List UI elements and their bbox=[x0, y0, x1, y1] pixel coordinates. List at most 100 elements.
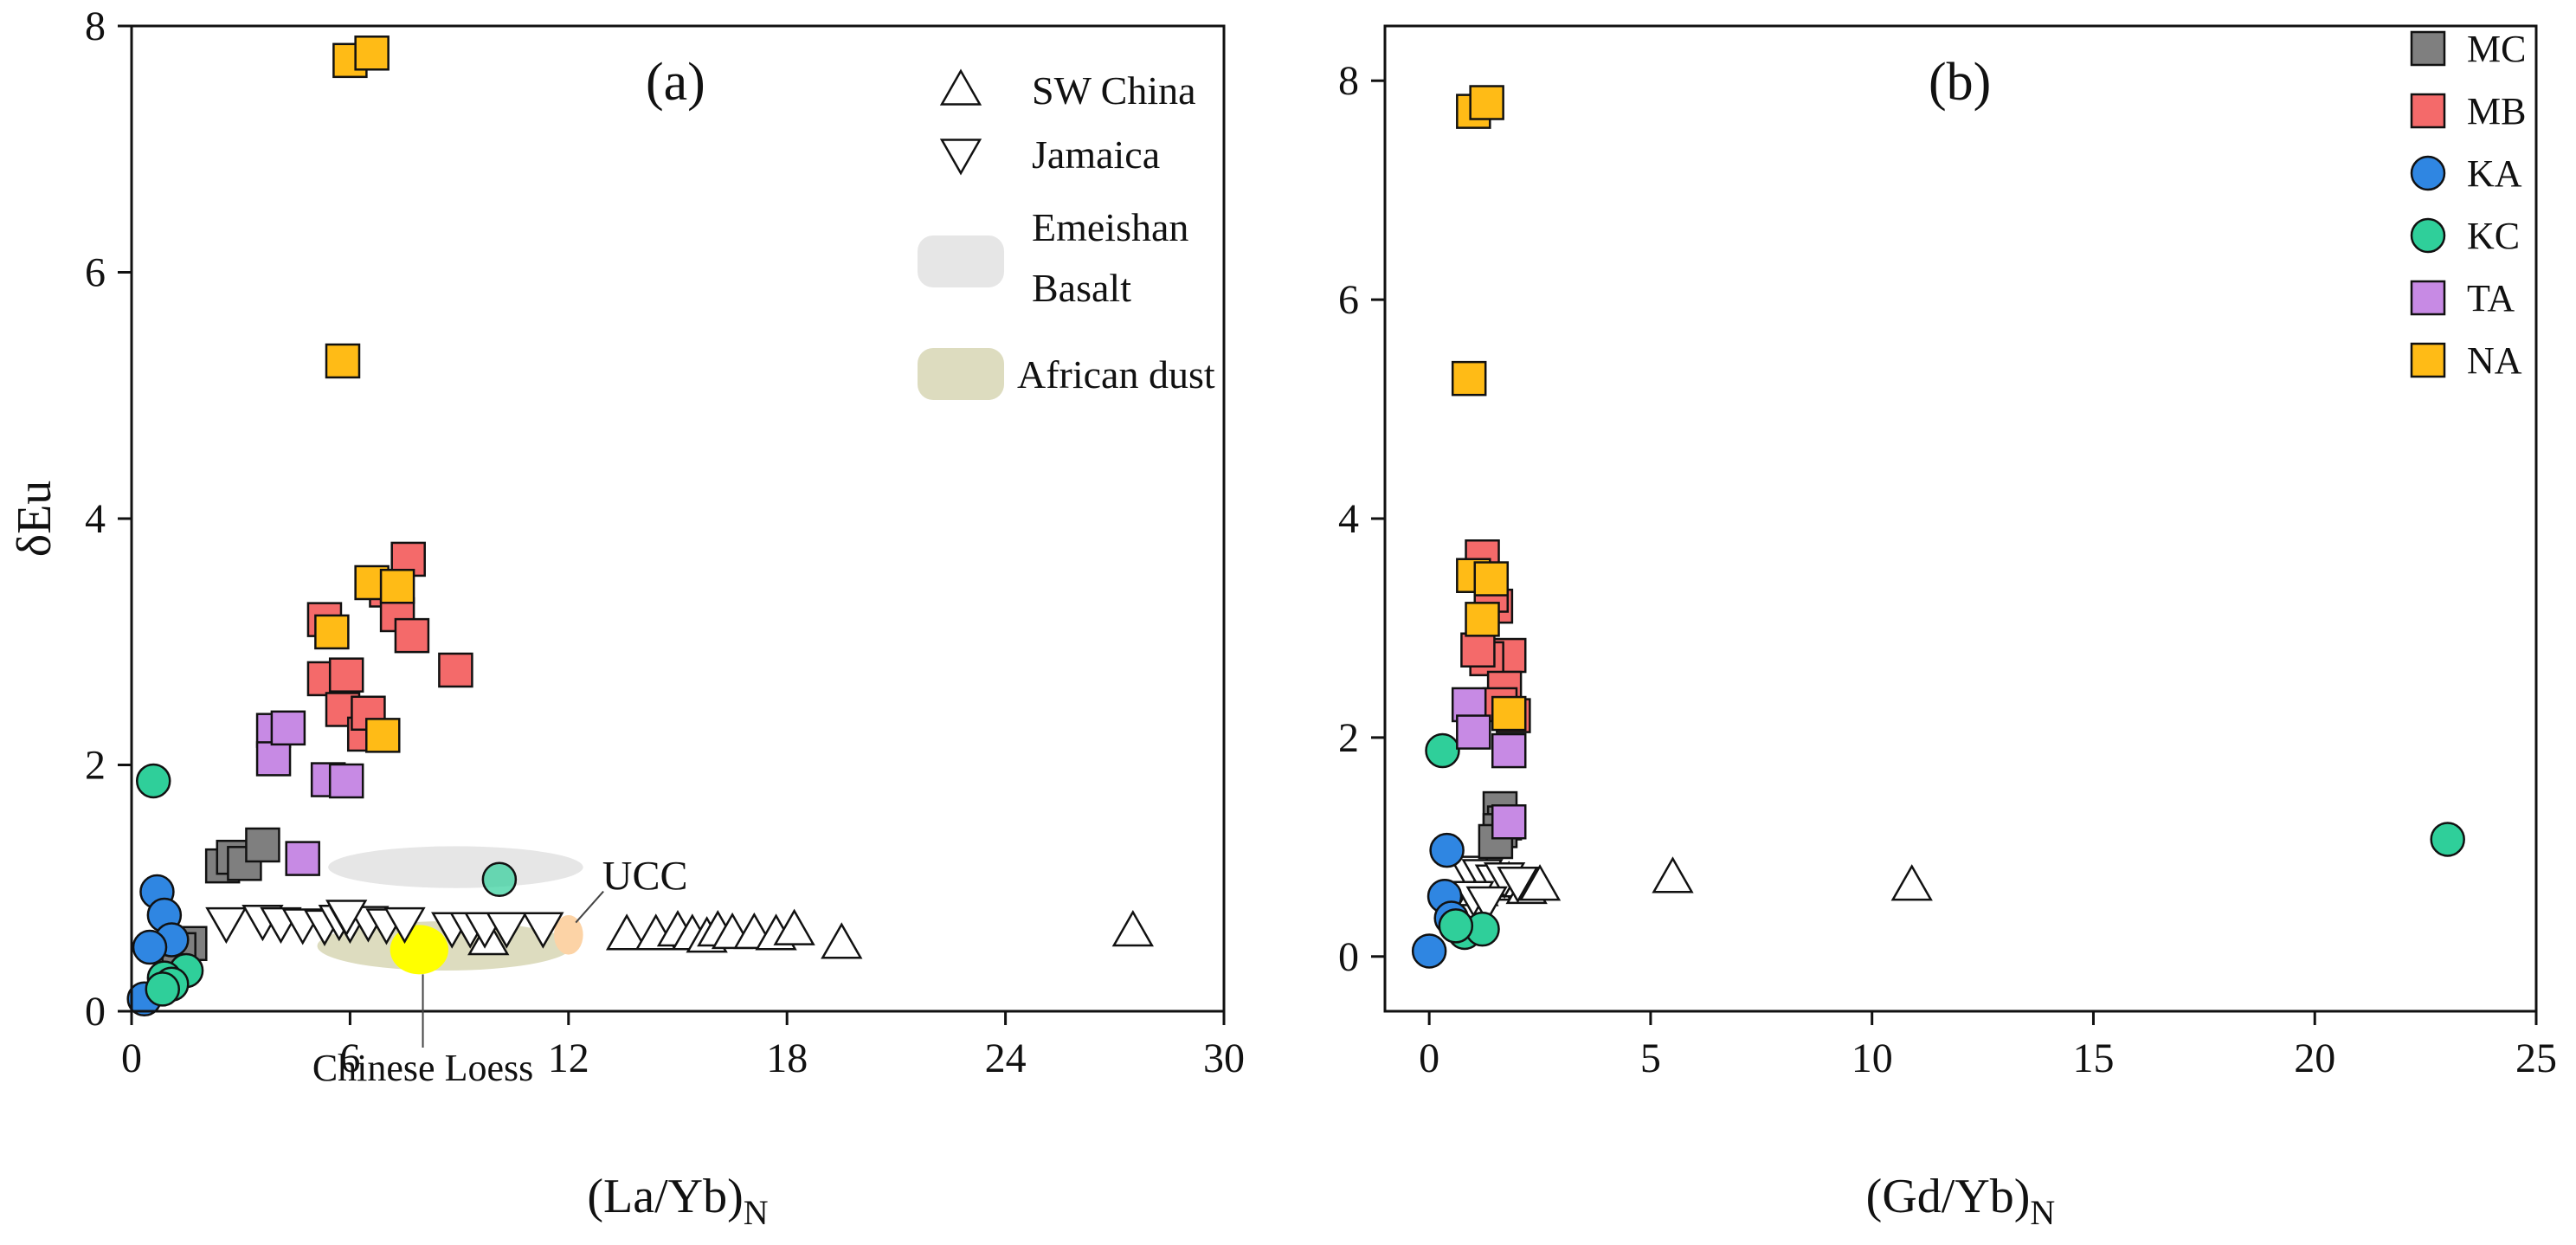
panel-b-point-ta bbox=[1456, 714, 1491, 750]
legend-label: Jamaica bbox=[1032, 132, 1160, 177]
annotation-chinese-loess: Chinese Loess bbox=[312, 1047, 533, 1089]
panel-b-axes: 0 5 10 15 20 25 0 2 4 6 8 bbox=[1338, 58, 2557, 1081]
panel-b-x-axis-label: (Gd/Yb)N bbox=[1866, 1170, 2056, 1232]
legend-marker-ka bbox=[2410, 155, 2446, 191]
panel-b-x-tick-label: 25 bbox=[2515, 1035, 2557, 1081]
annotation-leader-ucc bbox=[575, 890, 604, 924]
panel-a-point-sw-china bbox=[773, 908, 815, 945]
legend-marker-jamaica bbox=[939, 139, 982, 176]
panel-a-point-ta bbox=[328, 763, 364, 799]
panel-a-y-tick-label: 8 bbox=[85, 3, 106, 49]
legend-label: African dust bbox=[1017, 352, 1215, 397]
panel-b-point-sw-china bbox=[1890, 864, 1933, 901]
legend-marker-kc bbox=[2410, 217, 2446, 254]
panel-a-x-tick-label: 24 bbox=[985, 1035, 1027, 1081]
panel-b-y-tick-label: 0 bbox=[1338, 934, 1359, 980]
legend-marker-ta bbox=[2410, 280, 2446, 316]
panel-b-x-tick-label: 20 bbox=[2294, 1035, 2335, 1081]
panel-a-point-na bbox=[379, 568, 415, 604]
panel-b-x-axis-label-main: (Gd/Yb) bbox=[1866, 1170, 2031, 1223]
legend-label: Emeishan bbox=[1032, 205, 1188, 249]
panel-b-point-sw-china bbox=[1518, 864, 1562, 901]
panel-a-point-mc bbox=[245, 827, 280, 863]
legend-label: NA bbox=[2467, 339, 2522, 382]
legend-label-line2: Basalt bbox=[1032, 266, 1131, 310]
legend-swatch-african-dust bbox=[918, 348, 1004, 400]
panel-b-x-tick-label: 10 bbox=[1852, 1035, 1893, 1081]
panel-b-point-jamaica bbox=[1497, 867, 1539, 904]
panel-a-point-kc bbox=[481, 861, 518, 898]
legend-marker-mc bbox=[2410, 30, 2446, 67]
panel-a-label: (a) bbox=[646, 53, 705, 112]
panel-a-x-tick-label: 0 bbox=[121, 1035, 142, 1081]
legend-swatch-emeishan bbox=[918, 235, 1004, 287]
panel-a-point-ta bbox=[285, 841, 320, 876]
panel-b-point-kc bbox=[1425, 732, 1460, 769]
panel-b-y-tick-label: 6 bbox=[1338, 277, 1359, 323]
panel-a-point-na bbox=[314, 614, 350, 650]
panel-a-point-sw-china bbox=[821, 922, 863, 959]
legend-marker-sw-china bbox=[939, 68, 982, 106]
panel-b-point-na bbox=[1465, 602, 1500, 637]
panel-b-label: (b) bbox=[1929, 53, 1991, 112]
panel-a-y-tick-label: 0 bbox=[85, 989, 106, 1035]
legend-marker-mb bbox=[2410, 93, 2446, 129]
panel-b-point-ka bbox=[1411, 933, 1447, 969]
panel-a-point-na bbox=[365, 718, 401, 753]
legend-marker-na bbox=[2410, 342, 2446, 378]
panel-a-y-tick-label: 6 bbox=[85, 250, 106, 296]
panel-a-point-ta bbox=[270, 710, 306, 746]
panel-a-region-emeishan-basalt bbox=[328, 846, 583, 888]
panel-a-point-mb bbox=[438, 652, 473, 688]
panel-a-region-ucc bbox=[553, 915, 583, 955]
panel-a-point-na bbox=[325, 343, 361, 379]
panel-b-plot-frame bbox=[1383, 24, 2538, 1013]
panel-b-point-na bbox=[1451, 360, 1487, 397]
panel-b-point-ta bbox=[1491, 804, 1527, 840]
legend-label: TA bbox=[2467, 277, 2515, 319]
panel-b-point-jamaica bbox=[1465, 886, 1508, 924]
panel-b: 0 5 10 15 20 25 0 2 4 6 8 (b) (Gd/Yb)N MC MB KA KC TA N… bbox=[1338, 24, 2557, 1232]
panel-b-point-kc bbox=[1438, 908, 1474, 944]
panel-b-y-tick-label: 2 bbox=[1338, 715, 1359, 761]
panel-a-annotations: UCC Chinese Loess bbox=[312, 854, 688, 1089]
panel-a-point-sw-china bbox=[605, 913, 648, 951]
panel-b-point-na bbox=[1469, 85, 1504, 120]
panel-a-point-jamaica bbox=[522, 912, 564, 949]
panel-b-x-tick-label: 5 bbox=[1640, 1035, 1661, 1081]
panel-a-point-jamaica bbox=[383, 906, 426, 945]
panel-a-point-na bbox=[354, 35, 390, 71]
panel-a-points bbox=[126, 35, 1154, 1017]
panel-a-point-jamaica bbox=[325, 900, 368, 937]
legend-label: KC bbox=[2467, 215, 2520, 257]
panel-a-point-ka bbox=[132, 929, 168, 965]
panel-a-x-tick-label: 30 bbox=[1203, 1035, 1245, 1081]
panel-a-legend: SW China Jamaica Emeishan Basalt African dus… bbox=[918, 68, 1215, 400]
legend-label: KA bbox=[2467, 152, 2522, 195]
panel-b-x-tick-label: 0 bbox=[1419, 1035, 1439, 1081]
panel-b-y-tick-label: 4 bbox=[1338, 496, 1359, 542]
panel-b-point-kc bbox=[2430, 822, 2465, 857]
panel-b-point-ka bbox=[1429, 832, 1465, 868]
panel-a-point-ta bbox=[255, 741, 292, 777]
panel-b-point-sw-china bbox=[1652, 856, 1694, 893]
panel-b-point-ta bbox=[1491, 732, 1527, 769]
panel-a-x-tick-label: 12 bbox=[548, 1035, 589, 1081]
panel-a-x-tick-label: 6 bbox=[339, 1035, 360, 1081]
panel-a-x-axis-label: (La/Yb)N bbox=[587, 1170, 768, 1232]
panel-b-point-na bbox=[1473, 561, 1510, 597]
panel-a-point-kc bbox=[135, 763, 171, 799]
legend-label: SW China bbox=[1032, 68, 1196, 113]
panel-a-point-sw-china bbox=[1111, 910, 1154, 947]
panel-a-point-mb bbox=[394, 617, 430, 654]
panel-a-x-tick-label: 18 bbox=[766, 1035, 808, 1081]
panel-a-y-tick-label: 4 bbox=[85, 496, 106, 542]
annotation-ucc: UCC bbox=[602, 854, 688, 900]
panel-b-x-axis-label-subscript: N bbox=[2030, 1193, 2055, 1232]
panel-a-y-axis-label: δEu bbox=[8, 481, 61, 558]
panel-b-legend: MC MB KA KC TA NA bbox=[2410, 28, 2526, 382]
panel-a-x-axis-label-main: (La/Yb) bbox=[587, 1170, 743, 1223]
panel-a-point-mb bbox=[328, 657, 364, 693]
